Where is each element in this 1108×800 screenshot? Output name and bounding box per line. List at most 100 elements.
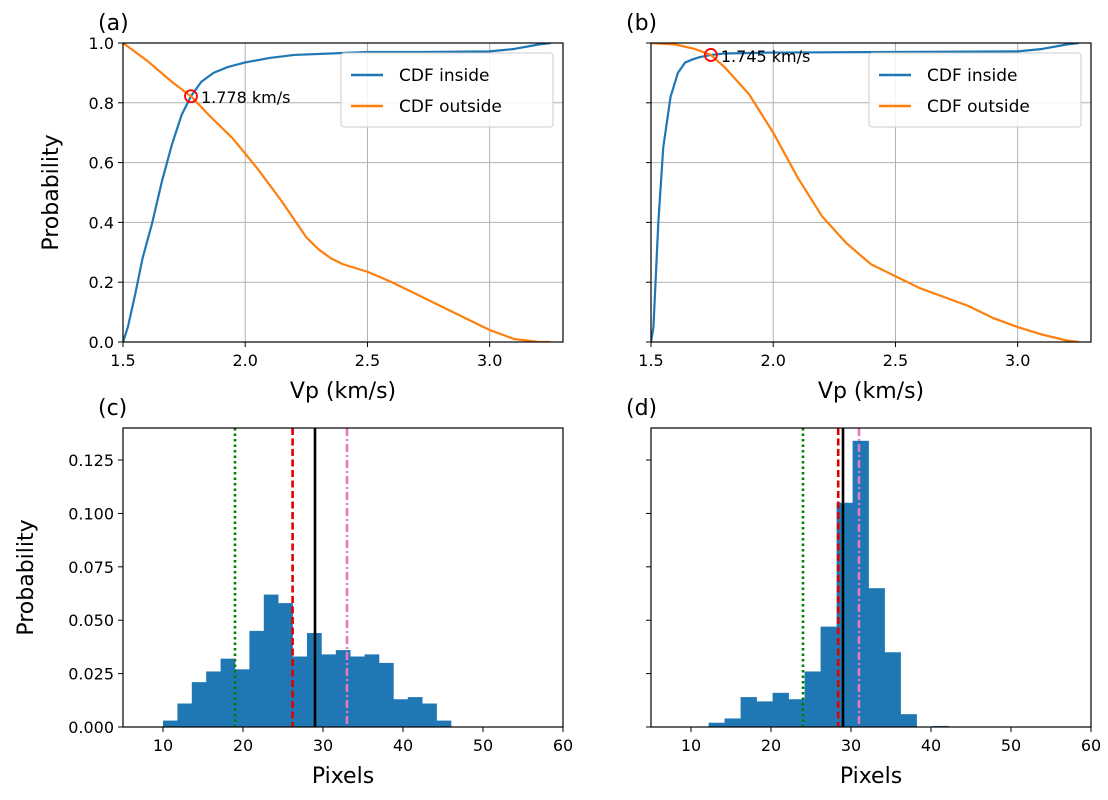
histogram-bar (220, 658, 236, 727)
histogram-bar (820, 626, 837, 727)
x-tick-label: 40 (393, 736, 413, 755)
ticks (646, 459, 1092, 732)
y-tick-label: 0.8 (89, 94, 114, 113)
legend-entry: CDF outside (399, 97, 502, 117)
series-lines (123, 43, 551, 342)
panel-c: 10 20 30 40 50 60 0.000 0.025 0.050 0.075 0.100 0.1… (14, 396, 573, 789)
axes-frame (122, 427, 564, 728)
y-tick-label: 0.125 (68, 451, 114, 470)
x-tick-label: 3.0 (1005, 351, 1030, 370)
y-tick-label: 0.4 (89, 213, 114, 232)
histogram-bar (422, 703, 437, 727)
histogram-bar (364, 654, 380, 727)
axes-frame (650, 427, 1092, 728)
histogram-bar (249, 630, 265, 727)
x-tick-label: 10 (681, 736, 701, 755)
reference-lines (801, 428, 861, 727)
panel-label: (d) (626, 396, 657, 421)
axes-frame (122, 42, 564, 343)
x-tick-label: 60 (1081, 736, 1101, 755)
x-tick-label: 2.5 (883, 351, 908, 370)
x-tick-label: 50 (1001, 736, 1021, 755)
histogram-bar (884, 652, 901, 727)
intersection-marker (184, 89, 198, 104)
x-axis-label: Pixels (840, 764, 902, 789)
legend: CDF inside CDF outside (868, 52, 1082, 128)
y-tick-label: 0.075 (68, 558, 114, 577)
intersection-marker (703, 48, 718, 62)
legend-box (340, 52, 554, 128)
histogram-bar (393, 699, 409, 727)
legend-entry: CDF inside (927, 66, 1017, 86)
histogram-bar (788, 699, 805, 727)
legend: CDF inside CDF outside (340, 52, 554, 128)
histogram-bar (206, 671, 221, 727)
y-tick-label: 1.0 (89, 34, 114, 53)
x-tick-label: 20 (761, 736, 781, 755)
histogram-bar (756, 701, 773, 727)
histogram-bar (708, 722, 725, 727)
x-tick-label: 2.0 (232, 351, 257, 370)
x-tick-label: 30 (841, 736, 861, 755)
ticks (118, 459, 564, 732)
x-tick-label: 30 (313, 736, 333, 755)
histogram-bar (177, 703, 193, 727)
histogram-bar (235, 669, 250, 727)
x-axis-label: Pixels (312, 764, 374, 789)
x-tick-label: 50 (473, 736, 493, 755)
ticks (646, 42, 1019, 347)
y-tick-label: 0.050 (68, 611, 114, 630)
y-tick-label: 0.025 (68, 665, 114, 684)
histogram-bar (321, 654, 337, 727)
x-tick-label: 20 (233, 736, 253, 755)
histogram-bars (708, 440, 949, 727)
x-tick-label: 10 (153, 736, 173, 755)
x-axis-label: Vp (km/s) (290, 379, 396, 404)
histogram-bar (163, 720, 178, 727)
panel-label: (b) (626, 11, 657, 36)
histogram-bar (804, 671, 821, 727)
histogram-bar (724, 718, 741, 727)
intersection-label: 1.745 km/s (721, 47, 810, 66)
series-lines (651, 43, 1079, 342)
series-line-cdf-inside (651, 43, 1079, 342)
panel-b: 1.745 km/s CDF inside CDF outside 1.5 2.0 2.5… (626, 11, 1092, 404)
y-tick-label: 0.000 (68, 718, 114, 737)
histogram-bar (191, 682, 207, 727)
panel-d: 10 20 30 40 50 60 Pixels (d) (626, 396, 1101, 789)
reference-lines (233, 428, 349, 727)
panel-label: (a) (98, 11, 129, 36)
x-axis-label: Vp (km/s) (818, 379, 924, 404)
histogram-bar (900, 714, 917, 727)
histogram-bar (292, 656, 308, 727)
histogram-bar (852, 440, 869, 727)
histogram-bar (263, 594, 279, 727)
x-tick-label: 1.5 (110, 351, 135, 370)
x-tick-label: 3.0 (477, 351, 502, 370)
histogram-bar (772, 692, 789, 727)
histogram-bar (350, 656, 365, 727)
panel-a: 1.778 km/s CDF inside CDF outside 1.5 2.0 2.5… (39, 11, 564, 404)
axes-frame (650, 42, 1092, 343)
x-tick-label: 1.5 (638, 351, 663, 370)
x-tick-label: 2.0 (760, 351, 785, 370)
histogram-bar (868, 588, 885, 727)
histogram-bar (379, 662, 394, 727)
x-tick-label: 40 (921, 736, 941, 755)
intersection-label: 1.778 km/s (201, 88, 290, 107)
y-tick-label: 0.100 (68, 504, 114, 523)
y-axis-label: Probability (39, 134, 64, 250)
histogram-bar (436, 720, 452, 727)
panel-label: (c) (98, 396, 127, 421)
legend-entry: CDF inside (399, 66, 489, 86)
y-axis-label: Probability (14, 519, 39, 635)
histogram-bar (407, 697, 423, 727)
y-tick-label: 0.0 (89, 333, 114, 352)
series-line-cdf-inside (123, 43, 551, 342)
series-line-cdf-outside (651, 43, 1079, 342)
x-tick-label: 60 (553, 736, 573, 755)
legend-box (868, 52, 1082, 128)
histogram-bar (740, 697, 757, 727)
x-tick-label: 2.5 (355, 351, 380, 370)
